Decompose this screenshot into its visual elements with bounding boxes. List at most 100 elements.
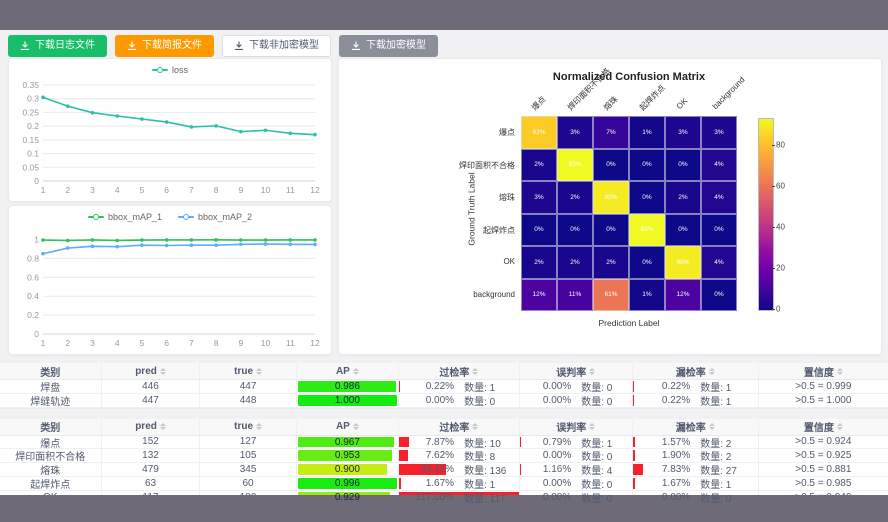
sort-icon[interactable]: [159, 367, 166, 375]
rate-cell: 0.22% 数量: 1: [632, 380, 759, 393]
data-point: [313, 242, 317, 247]
ap-bar: [297, 464, 388, 475]
class-name-cell: 爆点: [0, 435, 102, 449]
download-icon: [234, 41, 244, 50]
column-header-true[interactable]: true: [200, 418, 297, 435]
column-header-label: AP: [335, 421, 350, 433]
download-report-button[interactable]: 下载简报文件: [115, 35, 214, 57]
true-cell: 447: [200, 380, 297, 393]
sort-icon[interactable]: [589, 367, 596, 375]
column-header-误判率[interactable]: 误判率: [520, 363, 633, 379]
matrix-cell: 0%: [665, 148, 701, 181]
matrix-cell: 4%: [701, 246, 737, 279]
column-header-过检率[interactable]: 过检率: [399, 418, 520, 435]
data-point: [65, 246, 70, 250]
column-header-AP[interactable]: AP: [297, 363, 400, 379]
svg-text:10: 10: [261, 338, 271, 348]
rate-count: 数量: 8: [464, 452, 496, 463]
table-row: 熔珠 479 345 0.900 39.42% 数量: 136 1.16% 数量: 4 7.83…: [0, 463, 888, 477]
confusion-matrix-xlabel: Prediction Label: [598, 318, 660, 328]
column-header-误判率[interactable]: 误判率: [520, 418, 633, 435]
sort-icon[interactable]: [836, 367, 843, 375]
download-encrypted-model-button[interactable]: 下载加密模型: [339, 35, 438, 57]
sort-icon[interactable]: [352, 367, 359, 375]
legend-marker-icon: [151, 66, 168, 74]
sort-icon[interactable]: [708, 423, 715, 431]
rate-cell: 0.00% 数量: 0: [520, 449, 633, 463]
rate-count: 数量: 0: [581, 452, 613, 463]
button-label: 下载日志文件: [35, 40, 95, 51]
confidence-cell: >0.5 = 0.924: [795, 436, 852, 448]
sort-icon[interactable]: [472, 423, 479, 431]
sort-icon[interactable]: [256, 367, 263, 375]
table-row: 焊缝轨迹 447 448 1.000 0.00% 数量: 0 0.00% 数量: 0 0.22%…: [0, 393, 888, 408]
rate-percent: 1.67%: [661, 477, 691, 489]
rate-bar: [632, 381, 634, 392]
series-bbox_mAP_1: [42, 239, 315, 242]
sort-icon[interactable]: [708, 367, 715, 375]
table-row: 爆点 152 127 0.967 7.87% 数量: 10 0.79% 数量: 1 1.57% 数…: [0, 435, 888, 450]
rate-percent: 7.87%: [425, 436, 455, 448]
matrix-cell: 90%: [593, 181, 629, 214]
rate-count: 数量: 2: [700, 438, 732, 449]
column-header-pred[interactable]: pred: [102, 418, 201, 435]
column-header-过检率[interactable]: 过检率: [399, 363, 520, 379]
ap-value: 0.929: [334, 491, 360, 503]
column-header-label: 过检率: [439, 423, 470, 435]
colorbar: [758, 118, 774, 311]
data-point: [65, 104, 70, 108]
column-header-label: 漏检率: [675, 423, 706, 435]
column-header-label: 置信度: [803, 367, 834, 379]
data-point: [140, 238, 144, 242]
rate-percent: 39.42%: [420, 464, 455, 476]
matrix-col-label: 爆点: [529, 94, 548, 113]
pred-cell: 152: [102, 435, 201, 449]
download-icon: [351, 41, 361, 50]
legend-item-bbox_mAP_1[interactable]: bbox_mAP_1: [87, 212, 162, 222]
svg-text:4: 4: [115, 185, 120, 195]
svg-text:1: 1: [41, 185, 46, 195]
table-row: 焊印面积不合格 132 105 0.953 7.62% 数量: 8 0.00% 数量: 0 1.…: [0, 449, 888, 464]
column-header-pred[interactable]: pred: [102, 363, 201, 379]
sort-icon[interactable]: [159, 423, 166, 431]
column-header-label: 误判率: [556, 367, 587, 379]
column-header-AP[interactable]: AP: [297, 418, 400, 435]
rate-cell: 7.62% 数量: 8: [399, 449, 520, 463]
sort-icon[interactable]: [836, 423, 843, 431]
rate-count: 数量: 1: [700, 382, 732, 393]
class-name-cell: 焊盘: [0, 380, 102, 393]
table-row: 焊盘 446 447 0.986 0.22% 数量: 1 0.00% 数量: 0 0.22% 数量…: [0, 380, 888, 394]
matrix-cell: 93%: [629, 213, 665, 246]
data-point: [164, 238, 169, 242]
rate-bar: [399, 436, 409, 448]
column-header-true[interactable]: true: [200, 363, 297, 379]
rate-percent: 0.22%: [661, 380, 691, 392]
column-header-置信度[interactable]: 置信度: [759, 419, 888, 435]
download-log-button[interactable]: 下载日志文件: [8, 35, 107, 57]
button-label: 下载简报文件: [142, 40, 202, 51]
legend-item-bbox_mAP_2[interactable]: bbox_mAP_2: [178, 212, 252, 222]
data-point: [164, 243, 169, 248]
ap-cell: 0.986: [297, 380, 400, 393]
column-header-漏检率[interactable]: 漏检率: [633, 418, 759, 435]
column-header-置信度[interactable]: 置信度: [759, 363, 888, 379]
ap-cell: 0.929: [297, 490, 400, 504]
rate-percent: 0.22%: [661, 394, 691, 406]
table-header-row: 类别 pred true AP 过检率 误判率 漏检率 置信度: [0, 418, 888, 436]
data-point: [41, 251, 45, 256]
download-plain-model-button[interactable]: 下载非加密模型: [222, 35, 331, 57]
true-cell: 60: [200, 476, 297, 490]
data-point: [288, 131, 293, 136]
sort-icon[interactable]: [472, 367, 479, 375]
confidence-cell: >0.5 = 0.925: [795, 450, 852, 462]
column-header-label: pred: [135, 365, 157, 377]
sort-icon[interactable]: [352, 423, 359, 431]
rate-count: 数量: 2: [700, 452, 732, 463]
confusion-matrix-ylabel: Ground Truth Label: [466, 172, 477, 246]
sort-icon[interactable]: [256, 423, 263, 431]
sort-icon[interactable]: [589, 423, 596, 431]
legend-item-loss[interactable]: loss: [151, 65, 188, 75]
column-header-漏检率[interactable]: 漏检率: [633, 363, 759, 379]
svg-text:0.2: 0.2: [27, 121, 39, 131]
